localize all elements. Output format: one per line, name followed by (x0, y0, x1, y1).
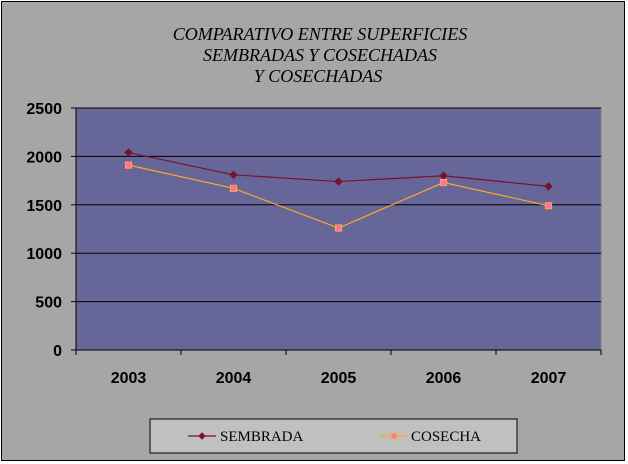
legend-items: SEMBRADA COSECHA (188, 429, 481, 445)
x-tick-label: 2004 (216, 370, 252, 387)
x-tick-label: 2007 (531, 370, 567, 387)
data-point-square (390, 432, 398, 440)
legend-label: SEMBRADA (220, 429, 304, 445)
axes (71, 107, 602, 355)
y-axis-tick-labels: 0 500 1000 1500 2000 2500 (26, 101, 62, 360)
x-tick-label: 2003 (111, 370, 147, 387)
y-tick-label: 500 (35, 295, 62, 312)
data-point-square (334, 224, 343, 232)
y-tick-label: 2500 (26, 101, 62, 118)
y-tick-label: 1500 (26, 198, 62, 215)
data-point-diamond (544, 182, 553, 191)
data-point-diamond (124, 148, 133, 157)
y-tick-label: 2000 (26, 149, 62, 166)
x-tick-label: 2005 (321, 370, 357, 387)
chart-title-line-1: COMPARATIVO ENTRE SUPERFICIES (173, 24, 467, 44)
x-axis-tick-labels: 2003 2004 2005 2006 2007 (111, 370, 567, 387)
x-tick-label: 2006 (426, 370, 462, 387)
grid-lines (76, 107, 601, 303)
series-layer (124, 148, 553, 232)
data-point-square (229, 184, 238, 192)
y-tick-label: 0 (53, 343, 62, 360)
legend-item-sembrada: SEMBRADA (188, 429, 304, 445)
data-point-diamond (229, 170, 238, 179)
data-point-square (544, 202, 553, 210)
legend-label: COSECHA (411, 429, 481, 445)
chart-title-line-3: Y COSECHADAS (254, 66, 383, 86)
data-point-square (124, 161, 133, 169)
chart-title-line-2: SEMBRADAS Y COSECHADAS (203, 45, 437, 65)
data-point-diamond (334, 177, 343, 186)
series-cosecha (124, 161, 553, 232)
data-point-diamond (198, 432, 206, 440)
legend-item-cosecha: COSECHA (380, 429, 481, 445)
data-point-square (439, 178, 448, 187)
y-tick-label: 1000 (26, 246, 62, 263)
